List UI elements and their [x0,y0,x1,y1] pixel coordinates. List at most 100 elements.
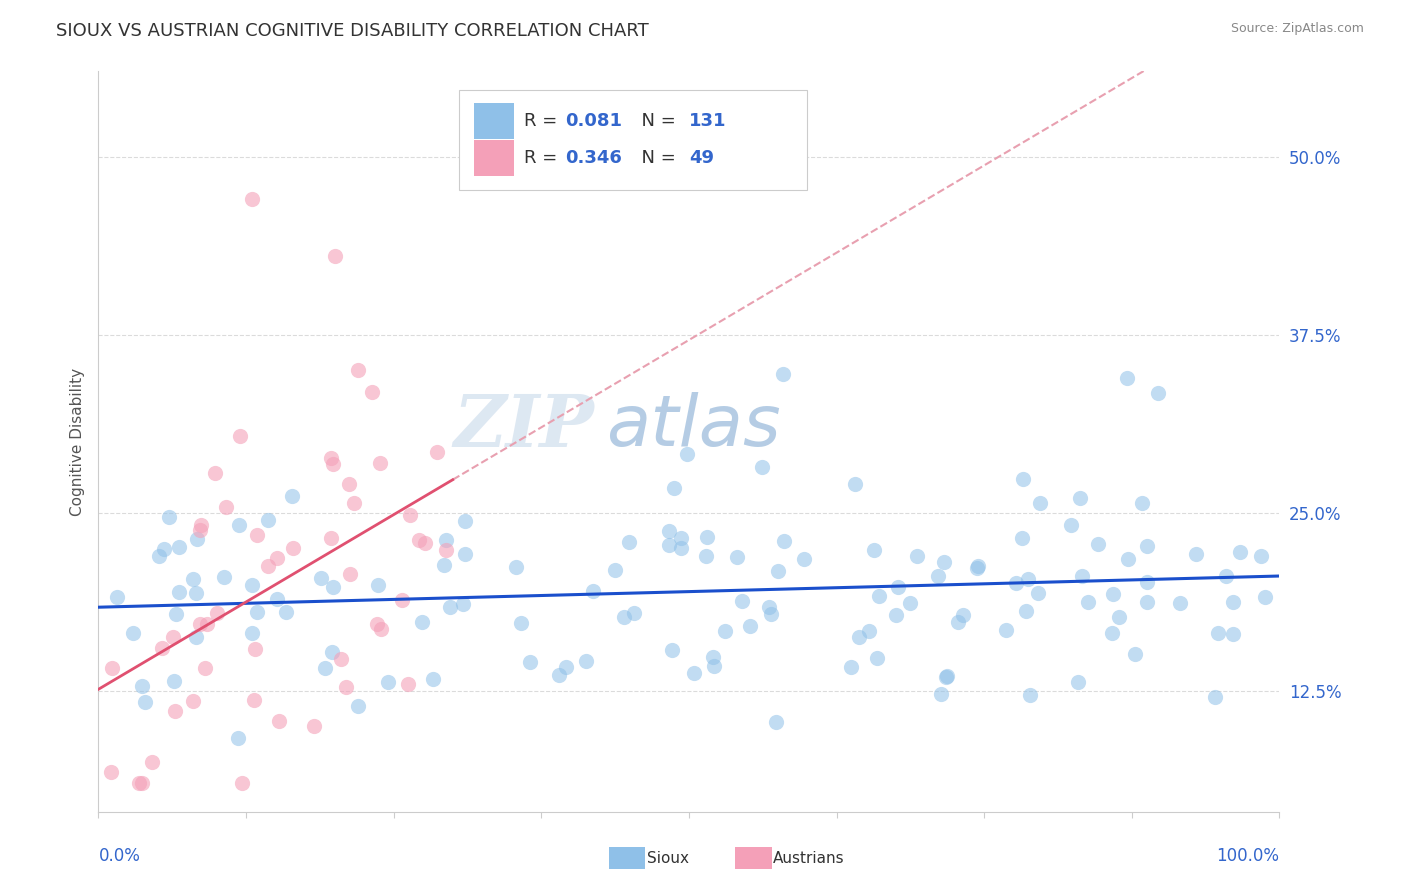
Point [131,679,153,693]
Point [1060,518,1083,533]
Point [866,651,889,665]
Text: R =: R = [523,112,562,130]
Point [1014,604,1036,618]
Point [167,541,190,555]
Point [377,674,399,689]
Point [658,524,681,538]
Text: Austrians: Austrians [773,851,845,865]
Point [439,599,461,614]
Point [188,617,211,632]
FancyBboxPatch shape [458,90,807,190]
Point [131,776,153,790]
Y-axis label: Cognitive Disability: Cognitive Disability [69,368,84,516]
Point [229,429,252,443]
Point [695,549,717,563]
Point [276,605,298,619]
Point [966,560,988,574]
Point [243,642,266,657]
Point [714,624,737,639]
Point [228,518,250,533]
Point [1136,595,1159,609]
Point [240,626,263,640]
Point [257,559,280,574]
Point [617,534,640,549]
Point [886,580,908,594]
Point [367,578,389,592]
Point [411,615,433,629]
Point [157,510,180,524]
Point [868,589,890,603]
Text: 0.081: 0.081 [565,112,621,130]
Point [184,630,207,644]
Point [1130,496,1153,510]
Point [768,564,790,578]
Point [1067,674,1090,689]
Point [1215,569,1237,583]
Point [370,623,392,637]
Point [347,363,370,377]
Point [1206,625,1229,640]
Point [932,555,955,569]
Point [772,367,794,381]
Point [454,514,477,528]
Point [661,643,683,657]
Point [343,495,366,509]
Point [134,694,156,708]
Point [1118,552,1140,566]
Point [1123,647,1146,661]
Text: 131: 131 [689,112,727,130]
Point [422,672,444,686]
Point [793,552,815,566]
Point [434,543,457,558]
Point [858,624,880,638]
Point [751,460,773,475]
Point [309,571,332,585]
Text: 100.0%: 100.0% [1216,847,1279,865]
Point [683,665,706,680]
Point [321,450,343,465]
Text: Sioux: Sioux [647,851,689,865]
Point [266,550,288,565]
Point [1012,472,1035,486]
Point [841,660,863,674]
Point [1229,545,1251,559]
Point [242,577,264,591]
Point [731,594,754,608]
Text: 0.346: 0.346 [565,149,621,167]
Point [267,714,290,729]
Point [1071,569,1094,583]
Point [366,617,388,632]
Point [337,477,360,491]
Point [195,616,218,631]
Point [165,704,187,718]
Point [361,385,384,400]
Point [266,591,288,606]
Point [1029,496,1052,510]
Point [322,457,344,471]
Point [548,668,571,682]
Point [148,549,170,564]
Point [245,528,267,542]
Point [184,586,207,600]
Point [935,669,957,683]
Point [1147,386,1170,401]
Point [1101,626,1123,640]
Point [761,607,783,621]
Point [150,640,173,655]
Point [398,677,420,691]
Point [231,776,253,790]
Point [862,543,884,558]
Point [408,533,430,547]
Point [314,661,336,675]
Point [603,563,626,577]
Point [212,569,235,583]
Point [884,608,907,623]
Point [669,531,692,545]
Point [190,517,212,532]
Point [204,466,226,480]
Point [453,597,475,611]
Point [167,585,190,599]
Point [128,776,150,790]
Point [163,673,186,688]
Point [433,558,456,572]
